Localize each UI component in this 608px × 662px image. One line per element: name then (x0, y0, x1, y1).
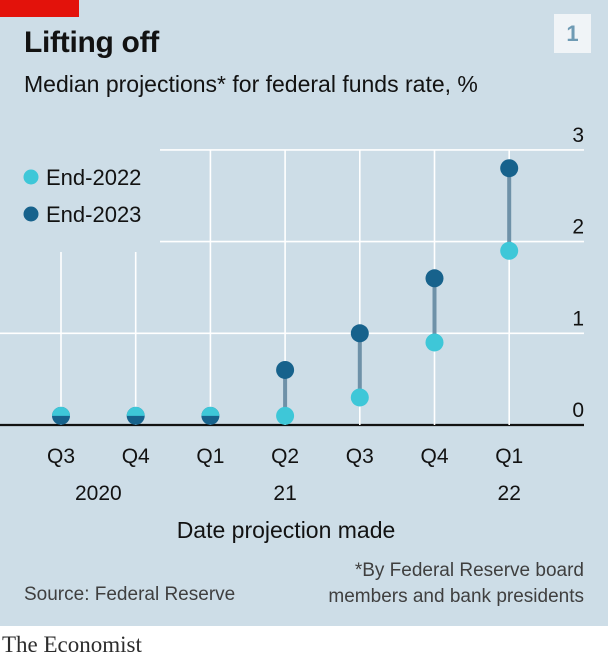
legend-label-1: End-2023 (46, 202, 141, 227)
y-tick-3: 3 (572, 124, 584, 147)
chart-title: Lifting off (24, 26, 159, 59)
legend-swatch-0 (23, 169, 39, 185)
point-end-2022-6 (500, 241, 519, 260)
point-end-2023-3 (276, 360, 295, 379)
chart-panel (0, 0, 608, 626)
x-tick-labels: Q3 Q4 Q1 Q2 Q3 Q4 Q1 (47, 445, 523, 468)
point-end-2022-2 (201, 406, 220, 416)
x-tick-1: Q4 (122, 445, 150, 468)
chart-number-badge: 1 (554, 14, 591, 53)
x-tick-5: Q4 (420, 445, 448, 468)
point-end-2023-5 (425, 269, 444, 288)
x-tick-6: Q1 (495, 445, 523, 468)
footnote-line-1: *By Federal Reserve board (354, 560, 584, 581)
point-end-2022-1 (126, 406, 145, 416)
y-tick-labels: 0 1 2 3 (572, 124, 584, 422)
chart-subtitle: Median projections* for federal funds ra… (24, 71, 478, 97)
point-end-2022-4 (350, 388, 369, 407)
brand-logo-text: The Economist (2, 632, 142, 657)
x-tick-2: Q1 (196, 445, 224, 468)
legend-label-0: End-2022 (46, 165, 141, 190)
point-end-2022-5 (425, 333, 444, 352)
legend-swatch-1 (23, 206, 39, 222)
x-axis-label: Date projection made (177, 517, 396, 543)
y-tick-1: 1 (572, 307, 584, 330)
footnote-line-2: members and bank presidents (328, 586, 584, 607)
year-label-0: 2020 (75, 482, 122, 505)
legend: End-2022 End-2023 (23, 165, 141, 227)
point-end-2023-6 (500, 159, 519, 178)
brand-red-tab (0, 0, 79, 17)
x-tick-4: Q3 (346, 445, 374, 468)
y-tick-0: 0 (572, 399, 584, 422)
footnote: *By Federal Reserve board members and ba… (328, 558, 584, 610)
point-end-2022-3 (276, 406, 295, 425)
year-label-2: 22 (498, 482, 521, 505)
year-label-1: 21 (273, 482, 296, 505)
point-end-2022-0 (52, 406, 70, 416)
year-labels: 2020 21 22 (75, 482, 521, 505)
point-end-2023-4 (350, 324, 369, 343)
y-tick-2: 2 (572, 216, 584, 239)
gridlines (0, 149, 584, 427)
x-tick-0: Q3 (47, 445, 75, 468)
source-note: Source: Federal Reserve (24, 584, 236, 605)
x-tick-3: Q2 (271, 445, 299, 468)
data-points (52, 159, 519, 425)
